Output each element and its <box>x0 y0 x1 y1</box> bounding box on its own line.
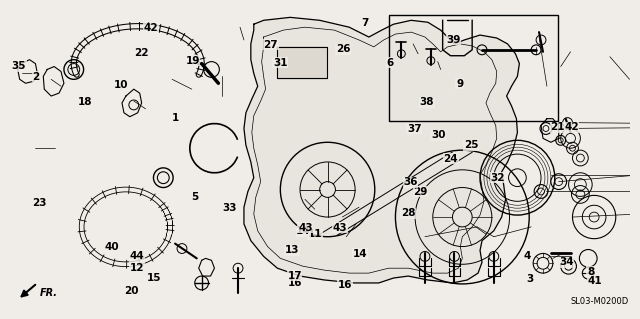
Text: 8: 8 <box>587 267 594 277</box>
Text: 16: 16 <box>338 280 352 290</box>
Text: 6: 6 <box>387 58 394 68</box>
Text: 32: 32 <box>490 173 504 183</box>
Text: 35: 35 <box>12 61 26 71</box>
Text: 42: 42 <box>144 23 159 33</box>
Text: 27: 27 <box>264 40 278 50</box>
Text: 33: 33 <box>223 203 237 213</box>
Text: 24: 24 <box>444 154 458 164</box>
Text: 15: 15 <box>147 273 161 283</box>
Text: 4: 4 <box>524 251 531 261</box>
Text: 21: 21 <box>550 122 565 132</box>
Text: 7: 7 <box>362 18 369 28</box>
Text: 17: 17 <box>287 271 302 281</box>
Text: 38: 38 <box>420 97 434 108</box>
Text: 14: 14 <box>353 249 367 259</box>
Polygon shape <box>244 17 520 283</box>
Text: 41: 41 <box>588 276 602 286</box>
Text: FR.: FR. <box>39 288 58 298</box>
Text: 11: 11 <box>308 229 322 239</box>
Text: 16: 16 <box>287 278 302 288</box>
Bar <box>389 15 558 121</box>
Text: 2: 2 <box>32 72 40 82</box>
Text: 13: 13 <box>285 246 300 256</box>
Text: 3: 3 <box>527 274 534 284</box>
Text: 29: 29 <box>413 187 428 197</box>
Text: 19: 19 <box>186 56 200 66</box>
Text: 23: 23 <box>32 198 46 208</box>
Text: 30: 30 <box>431 130 445 140</box>
Text: 31: 31 <box>273 58 287 68</box>
Text: 36: 36 <box>403 177 418 187</box>
Text: 42: 42 <box>564 122 579 132</box>
Text: 43: 43 <box>333 223 348 233</box>
Text: 1: 1 <box>172 113 179 123</box>
Text: 22: 22 <box>134 48 149 58</box>
Text: 10: 10 <box>114 80 128 90</box>
Text: 40: 40 <box>105 242 120 252</box>
Text: 14: 14 <box>296 226 311 236</box>
Text: 44: 44 <box>130 251 145 261</box>
Text: 37: 37 <box>407 124 422 134</box>
Text: 5: 5 <box>191 191 199 202</box>
Text: 25: 25 <box>463 140 478 150</box>
Text: 28: 28 <box>401 209 415 219</box>
Text: 43: 43 <box>298 223 313 233</box>
Text: 26: 26 <box>336 44 350 54</box>
Text: 18: 18 <box>77 97 92 108</box>
Text: 12: 12 <box>130 263 145 273</box>
Text: 9: 9 <box>456 78 463 89</box>
Text: 34: 34 <box>559 257 574 267</box>
Text: SL03-M0200D: SL03-M0200D <box>570 297 628 306</box>
Text: 20: 20 <box>124 286 138 296</box>
Text: 39: 39 <box>446 35 460 45</box>
Bar <box>277 47 326 78</box>
